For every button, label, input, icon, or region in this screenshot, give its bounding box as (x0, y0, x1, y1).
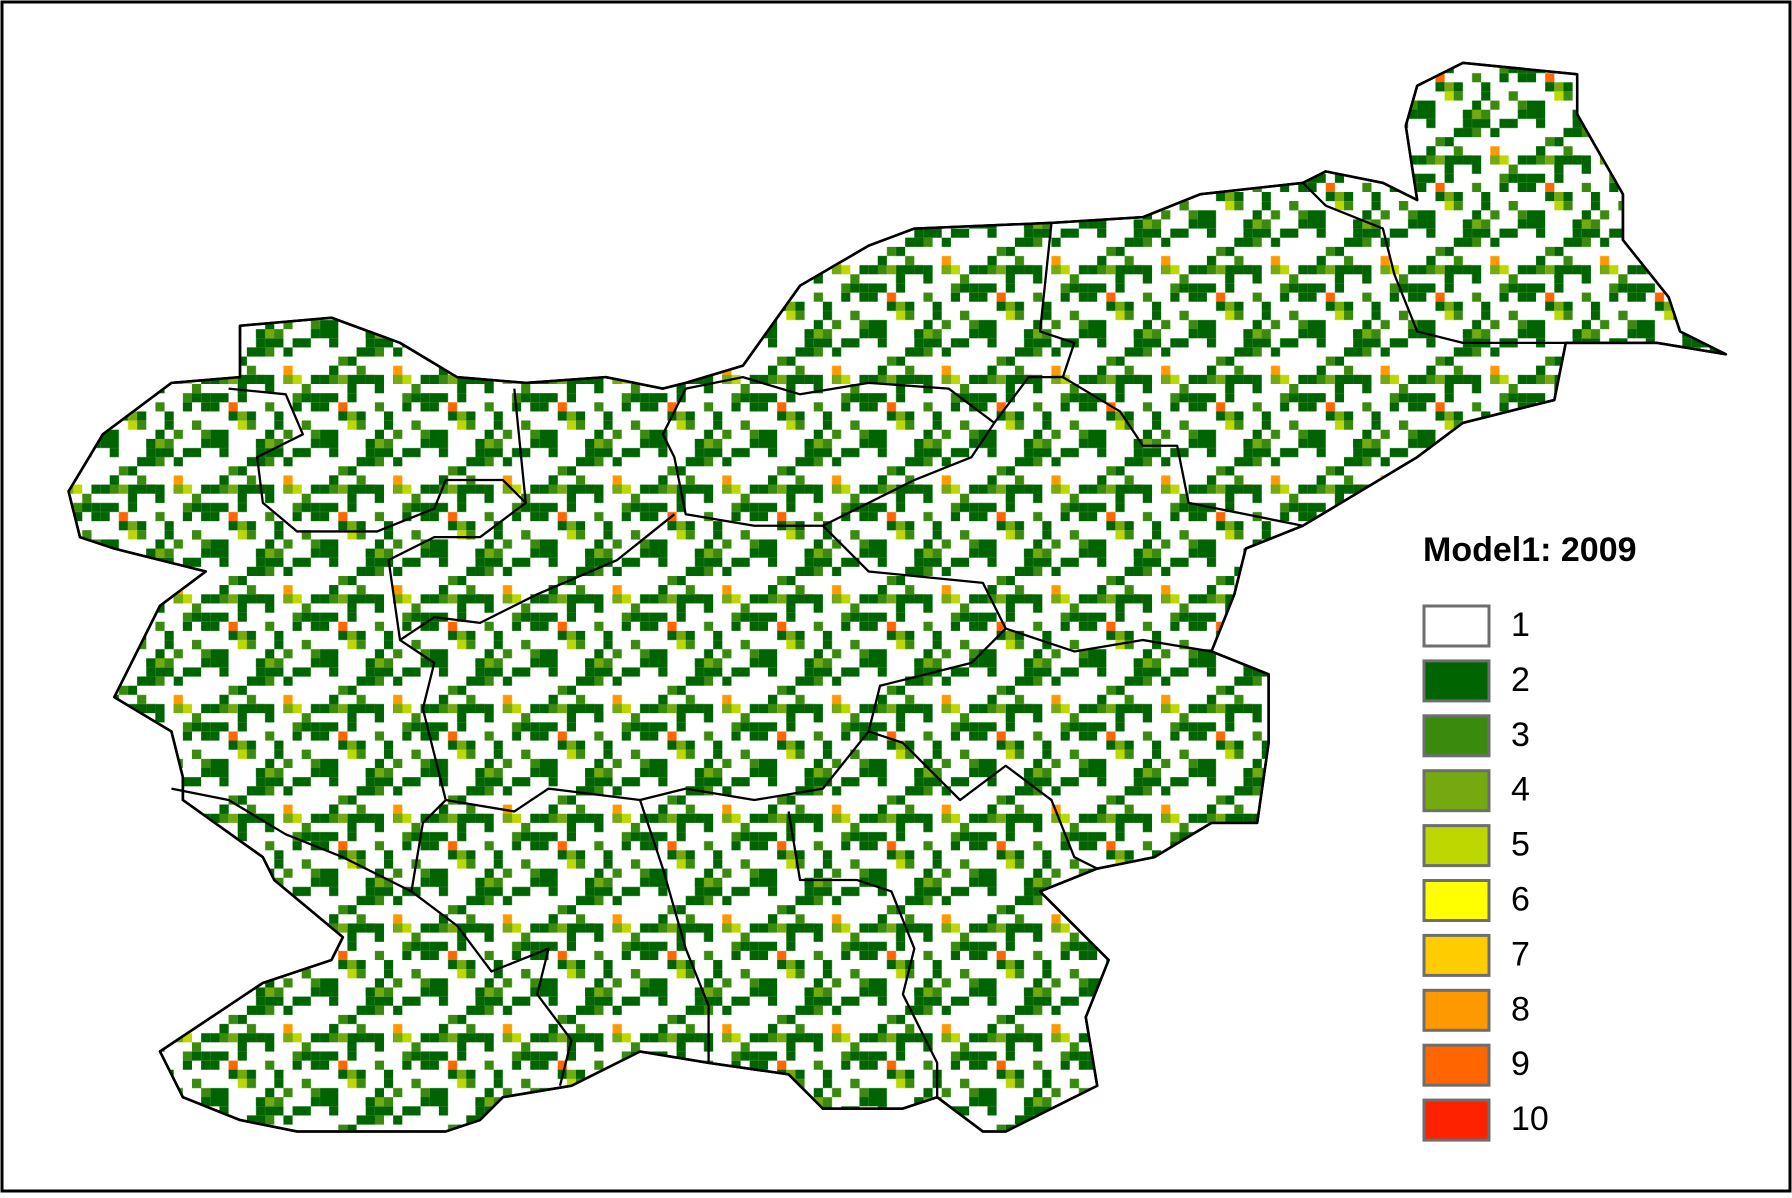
region-boundary (387, 388, 1007, 813)
legend-label: 3 (1511, 716, 1530, 754)
legend-label: 8 (1511, 990, 1530, 1028)
region-boundary (638, 799, 710, 1063)
region-boundary (399, 513, 676, 641)
legend-label: 4 (1511, 771, 1530, 809)
region-boundary (993, 222, 1076, 424)
legend-label: 2 (1511, 661, 1530, 699)
region-boundary (1005, 627, 1212, 653)
region-boundary (868, 730, 1098, 870)
legend-label: 1 (1511, 606, 1530, 644)
region-boundary (787, 811, 939, 1098)
legend-label: 10 (1511, 1100, 1549, 1138)
legend-swatch (1422, 824, 1491, 868)
region-boundaries (171, 182, 1566, 1098)
region-boundary (1062, 376, 1304, 527)
legend-swatch (1422, 604, 1491, 648)
legend-label: 6 (1511, 880, 1530, 918)
legend-label: 7 (1511, 935, 1530, 973)
region-boundary (685, 376, 996, 527)
region-boundary (1302, 182, 1566, 345)
legend-swatch (1422, 714, 1491, 758)
legend-swatch (1422, 1043, 1491, 1087)
region-boundary (410, 799, 447, 892)
country-map (67, 61, 1728, 1133)
country-border (67, 61, 1728, 1133)
cell-texture-fill (68, 62, 1726, 1132)
region-boundary (171, 787, 573, 1087)
legend-swatch (1422, 933, 1491, 977)
region-boundary (228, 387, 527, 533)
legend-swatch (1422, 988, 1491, 1032)
legend-swatch (1422, 659, 1491, 703)
legend-label: 9 (1511, 1045, 1530, 1083)
legend-swatch (1422, 769, 1491, 813)
legend-swatch (1422, 879, 1491, 922)
legend-title: Model1: 2009 (1423, 531, 1637, 569)
legend-swatch (1422, 1098, 1491, 1142)
legend: 1 2 3 4 5 6 7 8 9 10 (1422, 604, 1549, 1142)
legend-label: 5 (1511, 826, 1530, 864)
